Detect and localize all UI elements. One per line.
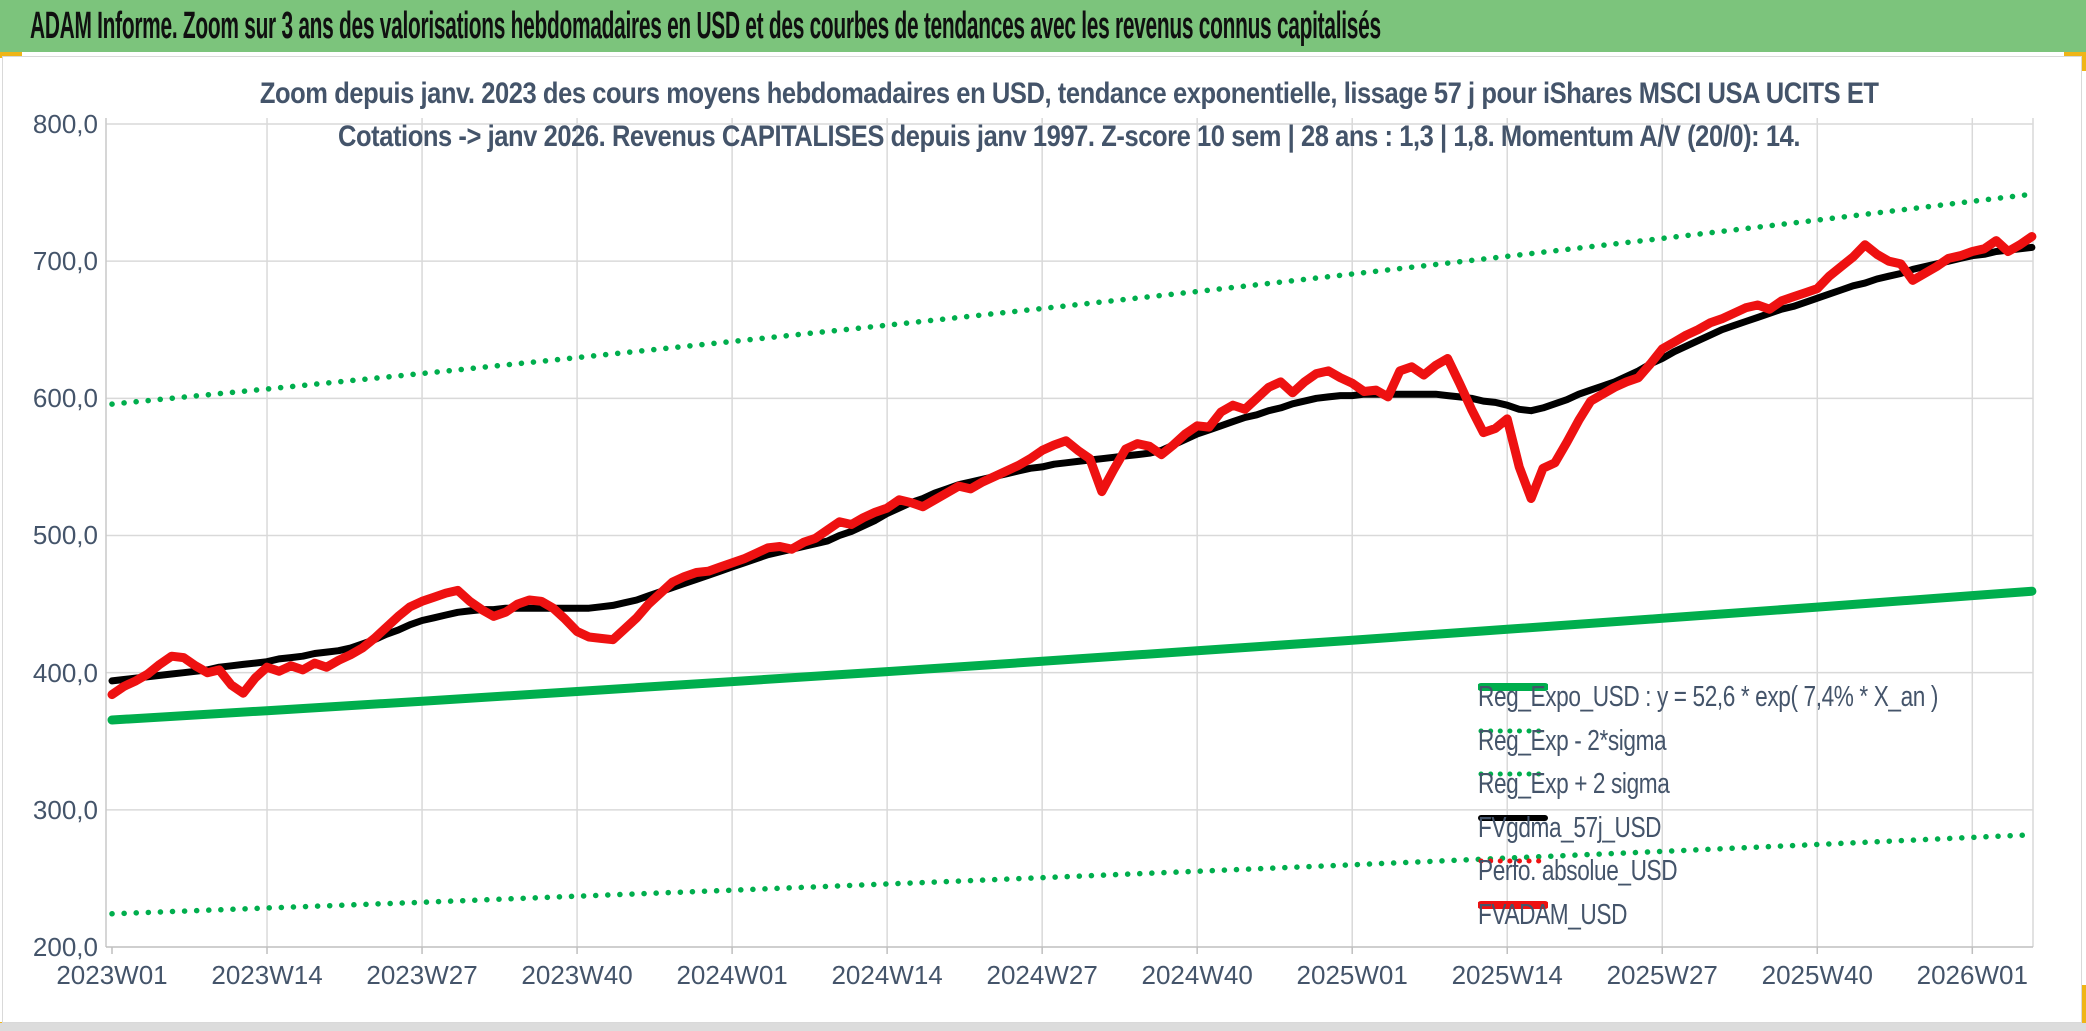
series-reg-exp-2-sigma	[109, 191, 2035, 407]
x-tick-label: 2024W27	[986, 960, 1098, 990]
y-tick-label: 700,0	[32, 246, 98, 277]
legend-label: Reg_Expo_USD : y = 52,6 * exp( 7,4% * X_…	[1478, 680, 1939, 713]
y-tick-label: 500,0	[32, 520, 98, 551]
legend-key-icon	[1478, 771, 1548, 777]
legend-label: Perfo. absolue_USD	[1478, 854, 1678, 887]
legend-item-fvgdma-57j-usd[interactable]: FVgdma_57j_USD	[1478, 812, 1713, 844]
legend-label: FVADAM_USD	[1478, 898, 1628, 931]
series-fvgdma-57j-usd	[108, 243, 2036, 685]
series-reg-expo-usd	[107, 586, 2037, 725]
series-reg-exp-2-sigma	[109, 832, 2035, 917]
x-tick-label: 2023W27	[366, 960, 478, 990]
x-tick-label: 2024W01	[676, 960, 788, 990]
legend-key-icon	[1478, 728, 1548, 734]
legend-key-icon	[1478, 683, 1548, 691]
series-fvadam-usd	[107, 232, 2037, 700]
chart-title-line2: Cotations -> janv 2026. Revenus CAPITALI…	[338, 120, 1801, 153]
x-tick-label: 2023W40	[521, 960, 633, 990]
y-tick-label: 800,0	[32, 108, 98, 139]
x-tick-label: 2026W01	[1916, 960, 2028, 990]
x-tick-label: 2025W01	[1296, 960, 1408, 990]
x-tick-label: 2024W14	[831, 960, 943, 990]
sheet-bottom-strip	[0, 1023, 2086, 1031]
legend-label: FVgdma_57j_USD	[1478, 811, 1662, 844]
y-tick-label: 300,0	[32, 794, 98, 825]
legend-item-perfo-[interactable]: Perfo. absolue_USD	[1478, 855, 1733, 887]
legend-label: Reg_Exp - 2*sigma	[1478, 724, 1667, 757]
x-tick-label: 2025W40	[1761, 960, 1873, 990]
x-tick-label: 2023W01	[56, 960, 168, 990]
sheet-accent-top-left	[0, 52, 22, 58]
banner-title: ADAM Informe. Zoom sur 3 ans des valoris…	[30, 4, 1381, 47]
x-tick-label: 2025W14	[1451, 960, 1563, 990]
chart-title: Zoom depuis janv. 2023 des cours moyens …	[106, 72, 2033, 158]
y-tick-label: 200,0	[32, 932, 98, 962]
legend-key-icon	[1478, 858, 1548, 864]
legend-key-icon	[1478, 901, 1548, 909]
x-tick-label: 2024W40	[1141, 960, 1253, 990]
sheet-accent-right-edge	[2079, 985, 2086, 1031]
legend-item-reg-exp[interactable]: Reg_Exp + 2 sigma	[1478, 768, 1723, 800]
y-tick-label: 400,0	[32, 657, 98, 688]
legend-item-reg-expo-usd[interactable]: Reg_Expo_USD : y = 52,6 * exp( 7,4% * X_…	[1478, 681, 2068, 713]
x-tick-label: 2023W14	[211, 960, 323, 990]
legend-item-fvadam-usd[interactable]: FVADAM_USD	[1478, 899, 1669, 931]
legend-item-reg-exp[interactable]: Reg_Exp - 2*sigma	[1478, 725, 1719, 757]
chart-title-line1: Zoom depuis janv. 2023 des cours moyens …	[260, 77, 1879, 110]
x-tick-label: 2025W27	[1606, 960, 1718, 990]
legend-label: Reg_Exp + 2 sigma	[1478, 767, 1670, 800]
banner: ADAM Informe. Zoom sur 3 ans des valoris…	[0, 0, 2086, 52]
legend-key-icon	[1478, 815, 1548, 821]
y-tick-label: 600,0	[32, 383, 98, 414]
